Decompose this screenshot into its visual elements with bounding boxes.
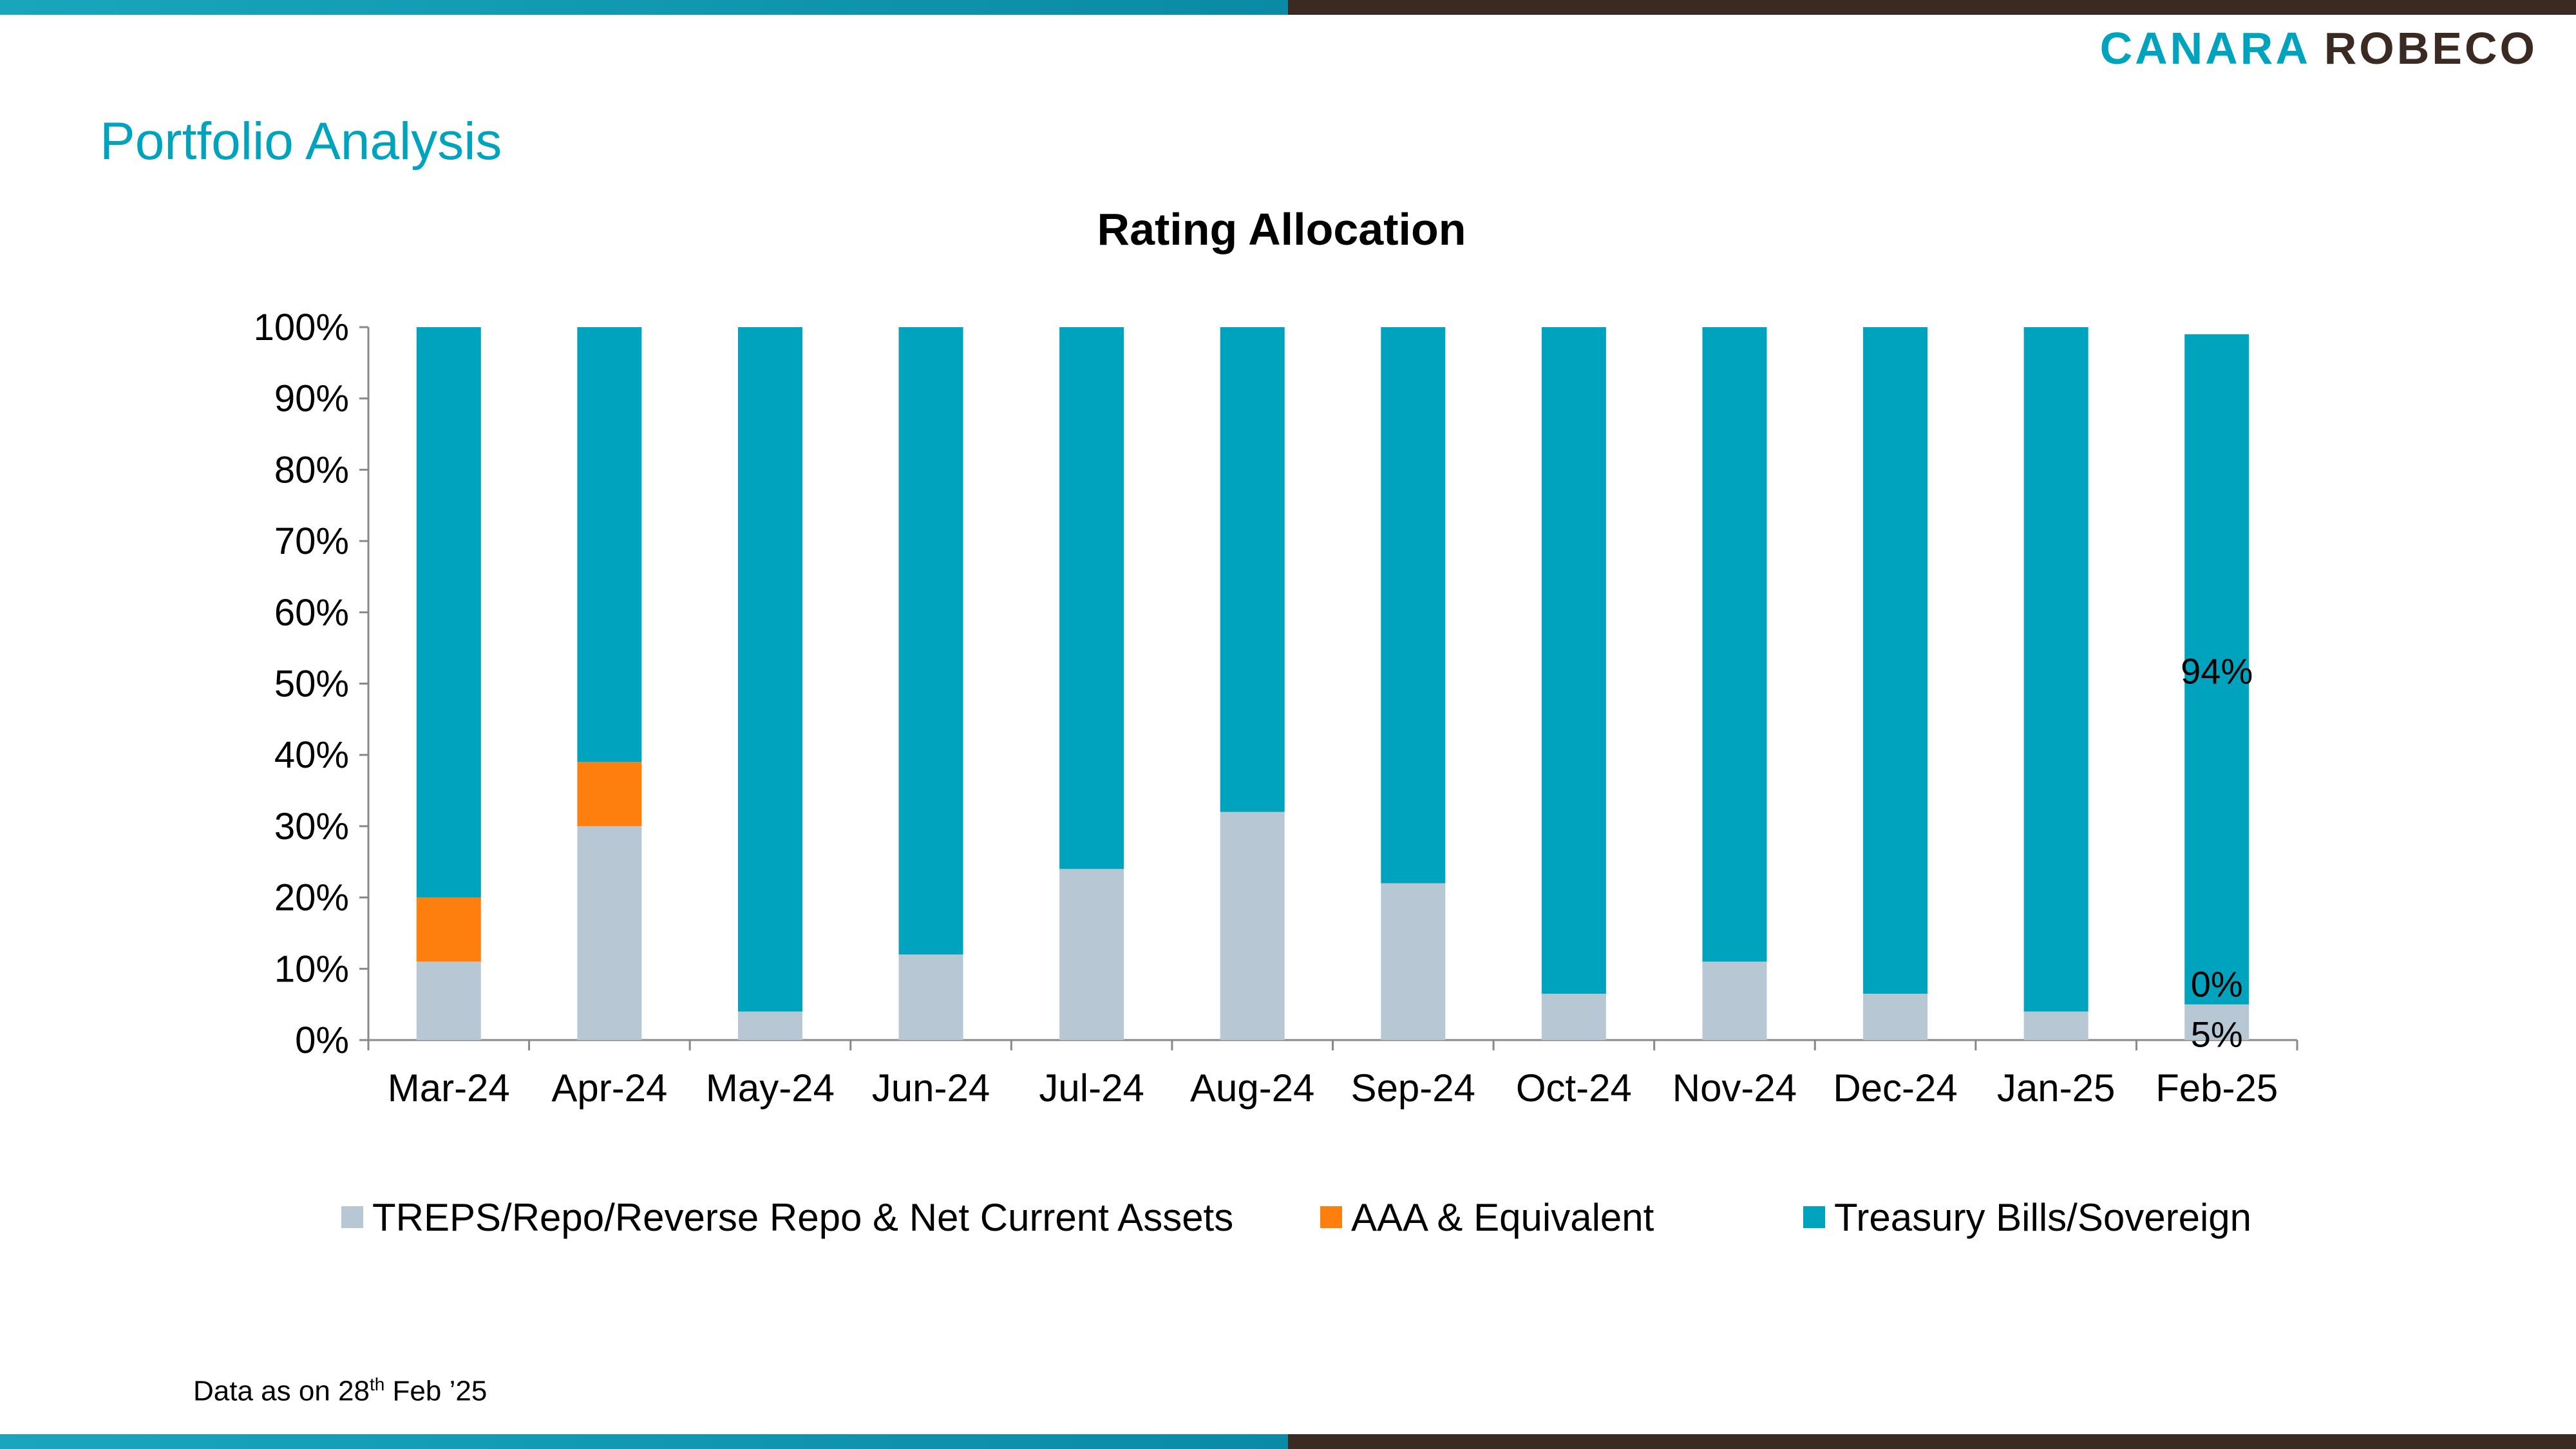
x-tick-label: Sep-24 <box>1351 1066 1475 1110</box>
x-tick-label: Dec-24 <box>1833 1066 1957 1110</box>
bar-segment-aug-24-series-3 <box>1220 327 1285 812</box>
y-tick-label: 0% <box>295 1019 349 1061</box>
legend-item: AAA & Equivalent <box>1320 1188 1654 1246</box>
legend-swatch <box>1803 1206 1825 1228</box>
bar-segment-jun-24-series-1 <box>898 954 963 1040</box>
x-tick-label: Feb-25 <box>2155 1066 2278 1110</box>
y-tick-label: 100% <box>254 307 349 348</box>
x-tick-label: Jan-25 <box>1997 1066 2115 1110</box>
legend-label: AAA & Equivalent <box>1351 1195 1654 1239</box>
logo-text-canara: CANARA <box>2099 23 2309 73</box>
bar-segment-apr-24-series-2 <box>577 762 642 826</box>
x-tick-label: Jul-24 <box>1039 1066 1144 1110</box>
bar-segment-jul-24-series-1 <box>1059 869 1124 1040</box>
y-tick-label: 20% <box>274 877 349 919</box>
legend-item: Treasury Bills/Sovereign <box>1803 1188 2251 1246</box>
footnote-prefix: Data as on 28 <box>193 1375 370 1407</box>
bar-segment-dec-24-series-1 <box>1863 994 1928 1040</box>
x-tick-label: Nov-24 <box>1672 1066 1797 1110</box>
x-tick-label: Apr-24 <box>551 1066 667 1110</box>
bar-segment-sep-24-series-3 <box>1381 327 1446 884</box>
y-tick-label: 80% <box>274 449 349 491</box>
bar-segment-apr-24-series-3 <box>577 327 642 762</box>
bar-segment-feb-25-series-3 <box>2184 334 2249 1005</box>
data-date-footnote: Data as on 28th Feb ’25 <box>193 1365 487 1411</box>
y-tick-label: 40% <box>274 734 349 776</box>
legend-label: Treasury Bills/Sovereign <box>1834 1195 2252 1239</box>
bar-segment-aug-24-series-1 <box>1220 811 1285 1040</box>
bottom-accent-bar <box>0 1434 2576 1449</box>
bar-segment-feb-25-series-1 <box>2184 1004 2249 1040</box>
bar-segment-sep-24-series-1 <box>1381 883 1446 1040</box>
bar-segment-oct-24-series-1 <box>1541 994 1606 1040</box>
bar-segment-jun-24-series-3 <box>898 327 963 955</box>
y-tick-label: 70% <box>274 520 349 562</box>
y-tick-label: 90% <box>274 378 349 420</box>
x-tick-label: Oct-24 <box>1516 1066 1632 1110</box>
bar-segment-nov-24-series-3 <box>1702 327 1767 962</box>
chart-legend: TREPS/Repo/Reverse Repo & Net Current As… <box>0 1188 2576 1246</box>
data-label: 5% <box>2191 1014 2243 1054</box>
bar-segment-mar-24-series-2 <box>416 897 481 962</box>
x-tick-label: May-24 <box>706 1066 835 1110</box>
legend-swatch <box>1320 1206 1342 1228</box>
chart-title: Rating Allocation <box>1097 204 1466 254</box>
y-tick-label: 60% <box>274 592 349 634</box>
data-label: 0% <box>2191 964 2243 1005</box>
bar-segment-oct-24-series-3 <box>1541 327 1606 994</box>
x-tick-label: Aug-24 <box>1190 1066 1314 1110</box>
bar-segment-jul-24-series-3 <box>1059 327 1124 869</box>
logo-text-robeco: ROBECO <box>2324 23 2537 73</box>
footnote-suffix: Feb ’25 <box>384 1375 488 1407</box>
y-tick-label: 50% <box>274 663 349 705</box>
legend-label: TREPS/Repo/Reverse Repo & Net Current As… <box>372 1195 1234 1239</box>
bar-segment-mar-24-series-3 <box>416 327 481 898</box>
legend-swatch <box>341 1206 363 1228</box>
data-label: 94% <box>2181 650 2253 691</box>
bar-segment-mar-24-series-1 <box>416 961 481 1040</box>
x-tick-label: Jun-24 <box>872 1066 990 1110</box>
bar-segment-jan-25-series-1 <box>2023 1011 2088 1040</box>
legend-item: TREPS/Repo/Reverse Repo & Net Current As… <box>341 1188 1233 1246</box>
bar-segment-dec-24-series-3 <box>1863 327 1928 994</box>
bar-segment-nov-24-series-1 <box>1702 961 1767 1040</box>
y-tick-label: 10% <box>274 948 349 990</box>
footnote-sup: th <box>369 1374 385 1394</box>
page-title: Portfolio Analysis <box>100 112 502 171</box>
bar-segment-may-24-series-3 <box>737 327 802 1012</box>
brand-logo: CANARA ROBECO <box>2100 19 2537 77</box>
bar-segment-may-24-series-1 <box>737 1011 802 1040</box>
top-accent-bar <box>0 0 2576 15</box>
x-tick-label: Mar-24 <box>388 1066 510 1110</box>
y-tick-label: 30% <box>274 806 349 848</box>
bar-segment-jan-25-series-3 <box>2023 327 2088 1012</box>
bar-segment-apr-24-series-1 <box>577 826 642 1040</box>
